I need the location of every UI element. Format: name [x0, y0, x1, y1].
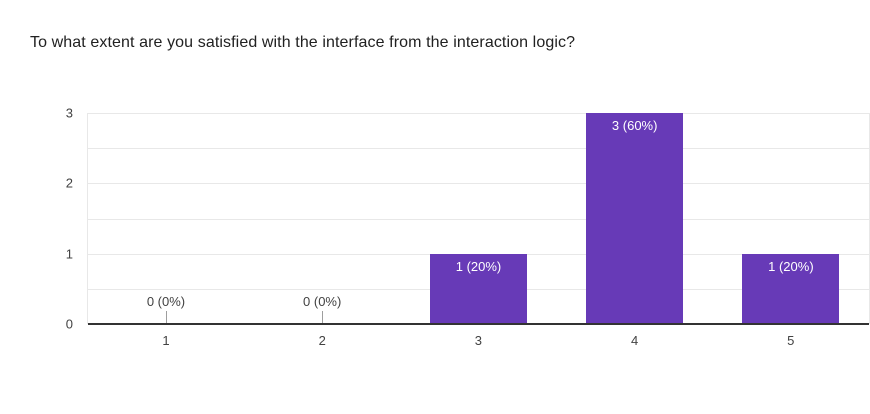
zero-value-tick [322, 311, 324, 323]
x-tick-label: 1 [162, 333, 170, 348]
gridline [88, 148, 869, 150]
zero-value-tick [166, 311, 168, 323]
y-tick-label: 1 [65, 246, 73, 262]
gridline [88, 113, 869, 114]
x-tick-label: 5 [787, 333, 795, 348]
bar-value-label: 1 (20%) [455, 258, 502, 274]
bar: 1 (20%) [430, 253, 527, 324]
y-tick-label: 2 [65, 175, 73, 191]
chart-title: To what extent are you satisfied with th… [30, 34, 576, 51]
bar: 1 (20%) [742, 253, 840, 324]
x-tick-label: 2 [318, 333, 326, 348]
bar-chart-plot-area: 0 1 2 3 0 (0%) 1 0 (0%) 2 1 (20%) 3 3 (60%) 4 1 (20%… [66, 106, 870, 348]
gridline [88, 218, 869, 220]
bar-value-label: 1 (20%) [768, 258, 814, 274]
bar: 3 (60%) [586, 113, 684, 324]
y-tick-label: 0 [65, 316, 73, 332]
gridline [88, 183, 869, 185]
x-axis-line [88, 323, 869, 325]
x-tick-label: 4 [630, 333, 639, 348]
x-tick-label: 3 [474, 333, 482, 348]
zero-value-label: 0 (0%) [146, 294, 186, 309]
y-tick-label: 3 [65, 105, 73, 121]
bar-value-label: 3 (60%) [611, 118, 658, 133]
zero-value-label: 0 (0%) [303, 294, 342, 309]
